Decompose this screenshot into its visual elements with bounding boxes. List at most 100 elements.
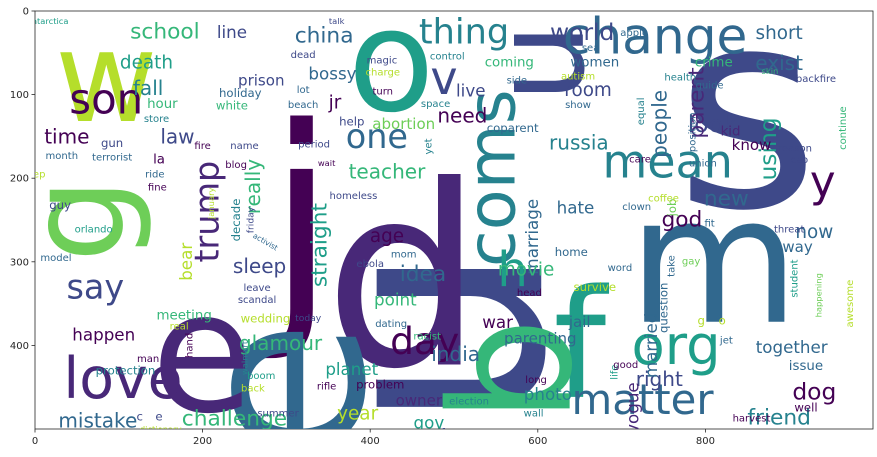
word-show: show bbox=[565, 100, 591, 111]
word-long: long bbox=[525, 375, 547, 386]
word-now: now bbox=[795, 222, 833, 243]
word-holiday: holiday bbox=[219, 86, 262, 100]
word-bear: bear bbox=[176, 243, 196, 281]
word-day: day bbox=[390, 319, 459, 363]
word-autism: autism bbox=[561, 72, 595, 83]
word-survive: survive bbox=[573, 280, 616, 294]
word-january: january bbox=[206, 187, 216, 220]
word-exist: exist bbox=[755, 51, 803, 75]
word-time: time bbox=[44, 124, 89, 148]
word-beach: beach bbox=[288, 100, 319, 111]
word-year: year bbox=[337, 403, 378, 424]
word-harvest: harvest bbox=[733, 413, 771, 424]
word-meeting: meeting bbox=[156, 309, 211, 324]
word-model: model bbox=[40, 253, 71, 264]
word-china: china bbox=[295, 24, 354, 49]
word-dictionary: dictionary bbox=[140, 424, 182, 434]
word-guide: guide bbox=[696, 81, 724, 92]
word-gov: gov bbox=[414, 412, 445, 432]
word-happening: happening bbox=[814, 273, 824, 317]
word-fit: fit bbox=[704, 219, 714, 230]
word-org: org bbox=[632, 314, 721, 377]
word-soul: soul bbox=[478, 429, 498, 440]
word-war: war bbox=[482, 312, 513, 332]
word-awesome: awesome bbox=[845, 280, 856, 328]
axes: 0 200 400 600 800 0 100 200 300 400 bbox=[10, 7, 715, 448]
x-tick-label: 200 bbox=[193, 436, 212, 447]
word-position: position bbox=[687, 112, 698, 152]
word-j: j bbox=[262, 74, 337, 366]
word-abortion: abortion bbox=[372, 115, 435, 133]
word-idea: idea bbox=[400, 262, 447, 287]
word-help: help bbox=[339, 114, 364, 128]
word-ride: ride bbox=[145, 169, 164, 180]
word-today: today bbox=[295, 313, 322, 324]
word-well: well bbox=[794, 400, 817, 414]
word-life: life bbox=[609, 365, 620, 380]
word-u: u bbox=[262, 242, 612, 433]
word-trump: trump bbox=[187, 161, 226, 263]
word-thing: thing bbox=[419, 11, 509, 52]
word-terrorist: terrorist bbox=[92, 153, 132, 164]
word-man: man bbox=[137, 354, 159, 365]
word-owner: owner bbox=[396, 392, 443, 410]
word-y: y bbox=[810, 157, 836, 207]
word-fall: fall bbox=[133, 76, 163, 100]
word-la: la bbox=[153, 152, 165, 167]
word-care: care bbox=[629, 154, 651, 165]
word-friend: friend bbox=[747, 406, 811, 431]
word-u: u bbox=[466, 23, 612, 102]
word-b: b bbox=[416, 317, 610, 423]
word-fear: fear bbox=[441, 426, 464, 440]
word-coffee: coffee bbox=[648, 194, 679, 205]
word-hour: hour bbox=[147, 97, 178, 112]
word-v: v bbox=[430, 51, 457, 105]
word-d: d bbox=[324, 133, 483, 425]
word-really: really bbox=[241, 159, 265, 215]
word-guy: guy bbox=[49, 198, 71, 212]
word-space: space bbox=[421, 99, 450, 110]
word-name: name bbox=[230, 141, 258, 152]
word-health: health bbox=[664, 72, 696, 83]
word-rifle: rifle bbox=[317, 382, 336, 393]
word-head: head bbox=[517, 288, 542, 299]
word-crime: crime bbox=[695, 55, 733, 70]
word-take: take bbox=[666, 255, 677, 277]
word-india: india bbox=[431, 342, 480, 366]
word-turn: turn bbox=[372, 87, 393, 98]
word-world: world bbox=[550, 18, 614, 46]
word-lot: lot bbox=[297, 85, 310, 96]
word-jet: jet bbox=[719, 336, 733, 347]
word-gay: gay bbox=[682, 256, 700, 267]
word-photo: photo bbox=[524, 384, 572, 404]
word-question: question bbox=[657, 283, 671, 334]
word-mom: mom bbox=[391, 250, 417, 261]
word-point: point bbox=[374, 289, 417, 309]
word-g: g bbox=[0, 178, 155, 263]
x-tick-label: 800 bbox=[696, 436, 715, 447]
word-jr: jr bbox=[328, 92, 342, 113]
word-movie: movie bbox=[498, 260, 554, 281]
word-continue: continue bbox=[838, 106, 849, 150]
word-store: store bbox=[144, 114, 169, 125]
word-glamour: glamour bbox=[239, 331, 323, 355]
word-matter: matter bbox=[572, 375, 715, 424]
word-new: new bbox=[704, 187, 749, 212]
word-everything: everything bbox=[517, 429, 571, 440]
word-e: e bbox=[146, 319, 418, 453]
word-dog: dog bbox=[792, 377, 836, 405]
word-bossy: bossy bbox=[308, 64, 356, 84]
word-wait: wait bbox=[318, 158, 336, 168]
word-sleep: sleep bbox=[233, 254, 286, 278]
word-talk: talk bbox=[329, 16, 345, 26]
word-month: month bbox=[46, 151, 79, 162]
word-mistake: mistake bbox=[58, 409, 137, 433]
word-magic: magic bbox=[367, 56, 398, 67]
word-word: word bbox=[608, 263, 633, 274]
word-c: c bbox=[137, 409, 143, 423]
word-apple: apple bbox=[620, 28, 648, 39]
word-equal: equal bbox=[636, 97, 647, 125]
x-tick-label: 0 bbox=[32, 436, 38, 447]
word-w: w bbox=[55, 5, 158, 151]
